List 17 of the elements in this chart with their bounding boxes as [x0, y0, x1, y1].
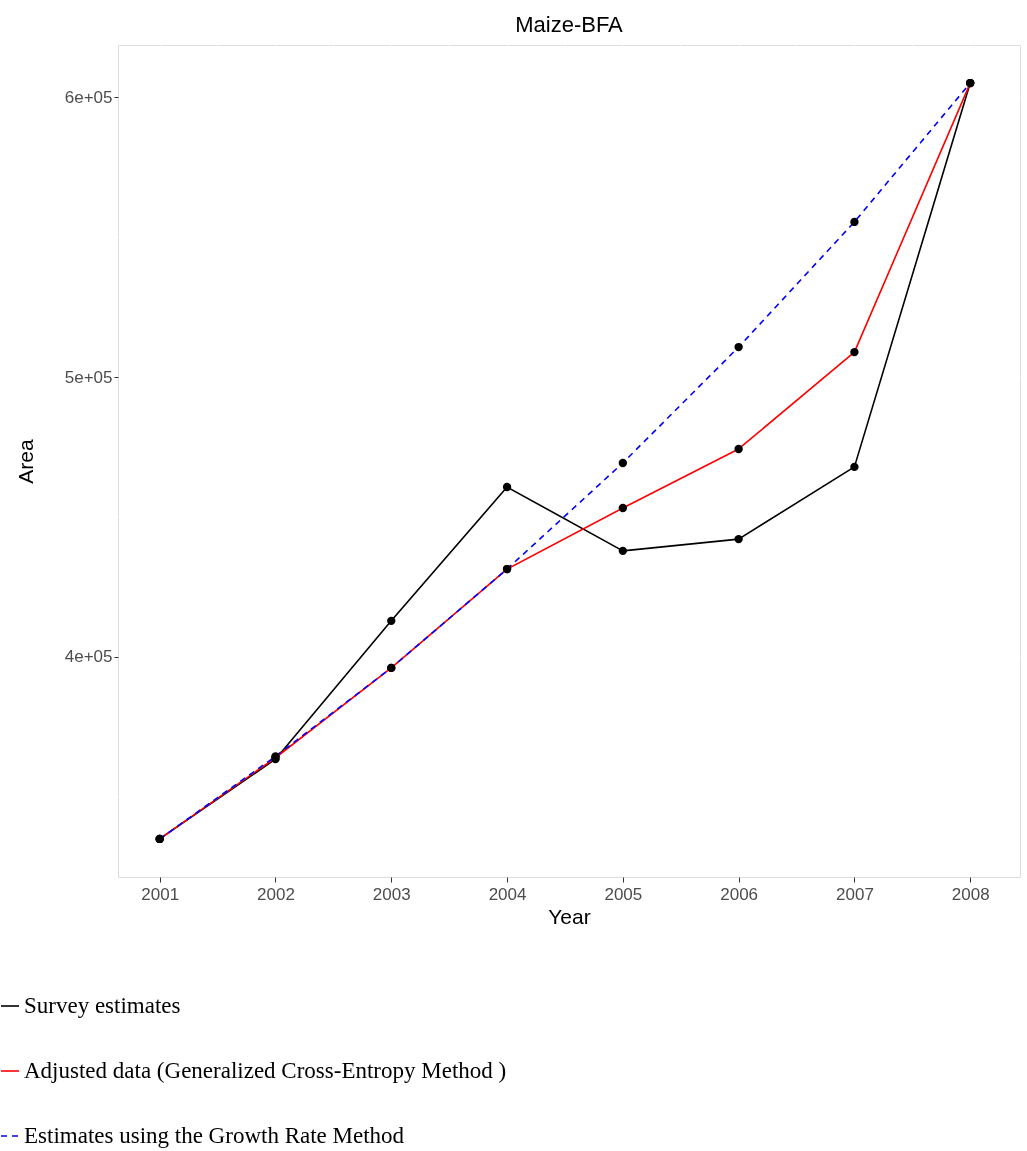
- x-tick-label: 2006: [720, 884, 759, 904]
- y-tick-label: 4e+05: [64, 647, 113, 667]
- y-tick-label: 5e+05: [64, 367, 113, 387]
- x-tick-label: 2001: [141, 884, 180, 904]
- y-axis-title: Area: [13, 439, 37, 484]
- x-tick-label: 2004: [488, 884, 527, 904]
- x-tick-label: 2008: [951, 884, 990, 904]
- x-tick-label: 2005: [604, 884, 643, 904]
- x-axis-title: Year: [548, 904, 591, 928]
- chart-title: Maize-BFA: [515, 11, 624, 37]
- x-tick-label: 2003: [372, 884, 411, 904]
- x-tick-label: 2007: [836, 884, 874, 904]
- legend-label: Survey estimates: [24, 993, 181, 1018]
- legend-label: Adjusted data (Generalized Cross-Entropy Method ): [24, 1058, 507, 1083]
- legend-label: Estimates using the Growth Rate Method: [24, 1123, 405, 1148]
- y-tick-label: 6e+05: [64, 87, 113, 107]
- x-tick-label: 2002: [257, 884, 295, 904]
